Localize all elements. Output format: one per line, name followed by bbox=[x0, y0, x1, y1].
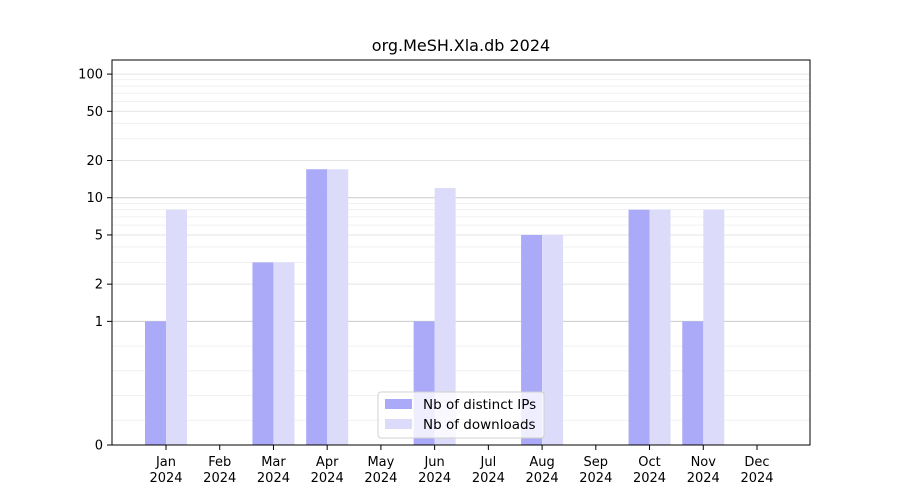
x-tick-label: Dec 2024 bbox=[740, 455, 773, 486]
chart-title: org.MeSH.Xla.db 2024 bbox=[372, 36, 550, 55]
x-tick-label-month: Nov bbox=[691, 455, 717, 470]
x-tick-label-month: Jan bbox=[155, 455, 176, 470]
x-tick-label-month: Mar bbox=[261, 455, 286, 470]
x-tick-label-year: 2024 bbox=[203, 471, 236, 486]
x-tick-label-month: Jul bbox=[480, 455, 497, 470]
x-tick-label: Jan 2024 bbox=[149, 455, 182, 486]
y-tick-label: 2 bbox=[95, 278, 103, 293]
x-tick-label-month: Feb bbox=[208, 455, 231, 470]
x-tick-label-month: Sep bbox=[584, 455, 609, 470]
y-tick-label: 5 bbox=[95, 228, 103, 243]
legend-swatch bbox=[385, 419, 412, 429]
x-tick-label: Nov 2024 bbox=[687, 455, 720, 486]
bar-downloads bbox=[273, 262, 295, 445]
x-tick-label-year: 2024 bbox=[687, 471, 720, 486]
bar-distinct-ips bbox=[252, 262, 274, 445]
x-tick-label: Mar 2024 bbox=[257, 455, 290, 486]
bar-downloads bbox=[649, 209, 671, 445]
y-tick-label: 0 bbox=[95, 439, 103, 454]
x-tick-label-year: 2024 bbox=[149, 471, 182, 486]
x-tick-label-month: Oct bbox=[638, 455, 660, 470]
x-tick-label-month: Apr bbox=[316, 455, 339, 470]
x-tick-label-year: 2024 bbox=[633, 471, 666, 486]
grid-lines bbox=[112, 73, 810, 446]
bar-downloads bbox=[542, 234, 564, 445]
legend: Nb of distinct IPs Nb of downloads bbox=[377, 391, 545, 439]
bar-distinct-ips bbox=[306, 169, 328, 445]
bar-downloads bbox=[327, 169, 349, 445]
x-tick-label-year: 2024 bbox=[472, 471, 505, 486]
x-tick-label-year: 2024 bbox=[740, 471, 773, 486]
bar-downloads bbox=[166, 209, 187, 445]
y-tick-label: 10 bbox=[86, 191, 103, 206]
plot-frame bbox=[111, 59, 811, 446]
x-tick-label-month: May bbox=[367, 455, 394, 470]
x-tick-label: Aug 2024 bbox=[526, 455, 559, 486]
y-tick-label: 100 bbox=[78, 68, 103, 83]
legend-box bbox=[377, 391, 545, 439]
x-tick-label-month: Jun bbox=[423, 455, 444, 470]
bar-distinct-ips bbox=[145, 321, 166, 445]
legend-label: Nb of distinct IPs bbox=[423, 397, 536, 413]
x-tick-label-year: 2024 bbox=[311, 471, 344, 486]
x-tick-label-year: 2024 bbox=[526, 471, 559, 486]
x-tick-label-year: 2024 bbox=[579, 471, 612, 486]
x-tick-label: Sep 2024 bbox=[579, 455, 612, 486]
legend-swatch bbox=[385, 399, 412, 409]
bar-downloads bbox=[703, 209, 725, 445]
bar-distinct-ips bbox=[628, 209, 650, 445]
x-tick-label: Oct 2024 bbox=[633, 455, 666, 486]
bar-downloads bbox=[434, 187, 456, 445]
x-tick-label: Apr 2024 bbox=[311, 455, 344, 486]
x-tick-label-month: Dec bbox=[744, 455, 769, 470]
x-tick-label: Jun 2024 bbox=[418, 455, 451, 486]
x-tick-label: May 2024 bbox=[364, 455, 397, 486]
x-tick-label-year: 2024 bbox=[257, 471, 290, 486]
x-tick-label-year: 2024 bbox=[364, 471, 397, 486]
x-tick-label-year: 2024 bbox=[418, 471, 451, 486]
y-tick-label: 20 bbox=[86, 154, 103, 169]
bar-distinct-ips bbox=[682, 321, 704, 445]
x-tick-label: Jul 2024 bbox=[472, 455, 505, 486]
legend-label: Nb of downloads bbox=[423, 417, 536, 433]
y-tick-label: 50 bbox=[86, 105, 103, 120]
x-tick-label-month: Aug bbox=[529, 455, 554, 470]
x-tick-label: Feb 2024 bbox=[203, 455, 236, 486]
y-tick-label: 1 bbox=[95, 315, 103, 330]
